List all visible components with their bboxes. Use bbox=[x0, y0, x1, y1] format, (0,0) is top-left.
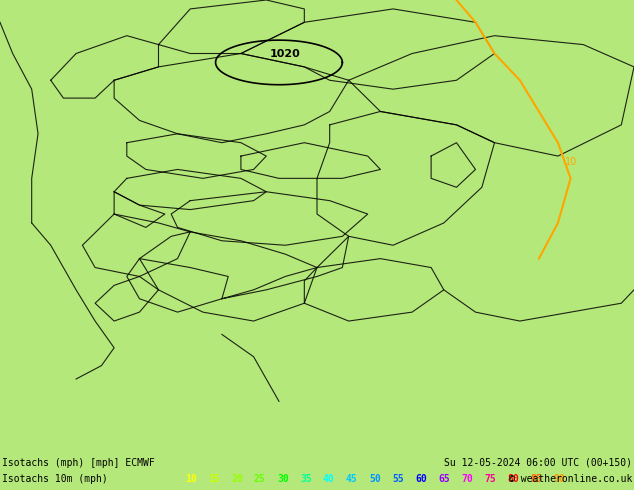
Text: Isotachs (mph) [mph] ECMWF: Isotachs (mph) [mph] ECMWF bbox=[2, 458, 155, 468]
Text: 90: 90 bbox=[553, 474, 565, 484]
Text: 15: 15 bbox=[208, 474, 220, 484]
Text: 40: 40 bbox=[323, 474, 335, 484]
Text: 55: 55 bbox=[392, 474, 404, 484]
Text: 75: 75 bbox=[484, 474, 496, 484]
Text: 80: 80 bbox=[507, 474, 519, 484]
Text: 45: 45 bbox=[346, 474, 358, 484]
Text: Isotachs 10m (mph): Isotachs 10m (mph) bbox=[2, 474, 108, 484]
Text: Su 12-05-2024 06:00 UTC (00+150): Su 12-05-2024 06:00 UTC (00+150) bbox=[444, 458, 632, 468]
Text: 30: 30 bbox=[277, 474, 288, 484]
Text: 1020: 1020 bbox=[270, 49, 301, 58]
Text: 70: 70 bbox=[461, 474, 473, 484]
Text: 65: 65 bbox=[438, 474, 450, 484]
Text: 20: 20 bbox=[231, 474, 243, 484]
Text: 10: 10 bbox=[564, 157, 577, 167]
Text: 50: 50 bbox=[369, 474, 381, 484]
Text: 35: 35 bbox=[300, 474, 312, 484]
Text: © weatheronline.co.uk: © weatheronline.co.uk bbox=[508, 474, 632, 484]
Text: 10: 10 bbox=[185, 474, 197, 484]
Text: 60: 60 bbox=[415, 474, 427, 484]
Text: 85: 85 bbox=[530, 474, 541, 484]
Text: 25: 25 bbox=[254, 474, 266, 484]
